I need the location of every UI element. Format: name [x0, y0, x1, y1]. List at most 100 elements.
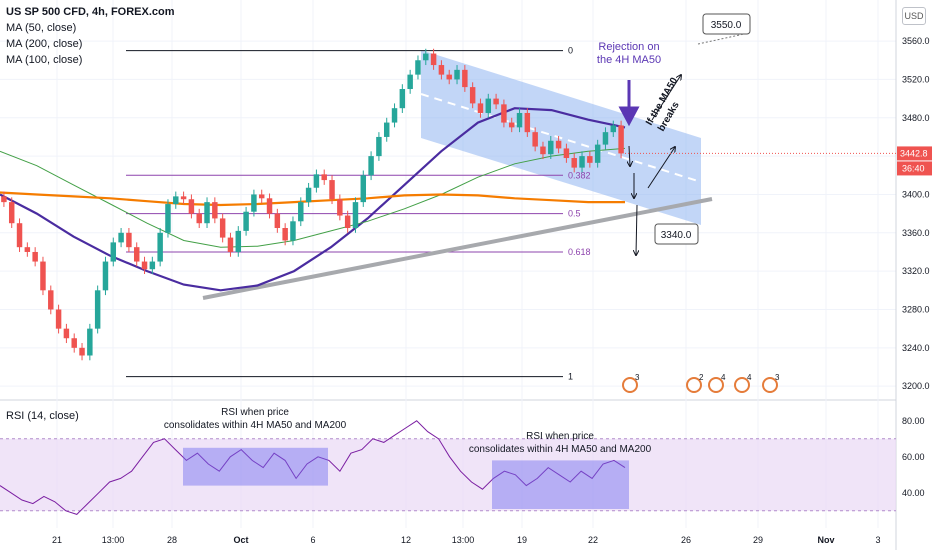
target-up-box — [702, 13, 751, 35]
candle-65 — [508, 117, 515, 133]
rsi-tick-0: 40.00 — [902, 488, 925, 498]
fib-label-0: 0 — [568, 46, 573, 56]
legend-ma50[interactable]: MA (50, close) — [6, 22, 77, 34]
candle-48 — [376, 132, 382, 161]
trend-line — [202, 197, 713, 300]
x-tick-0: 21 — [52, 535, 62, 545]
candle-11 — [87, 323, 93, 361]
candle-1 — [8, 197, 15, 229]
candle-20 — [157, 228, 163, 267]
x-tick-12: 3 — [875, 535, 880, 545]
candle-37 — [290, 216, 296, 246]
y-tick-1: 3240.0 — [902, 343, 930, 353]
candle-47 — [368, 151, 374, 181]
candle-75 — [587, 151, 593, 168]
rsi-box-1 — [183, 447, 328, 486]
candle-66 — [516, 108, 523, 133]
candle-57 — [446, 69, 452, 85]
rsi-tick-2: 80.00 — [902, 416, 925, 426]
candle-3 — [24, 242, 31, 257]
candle-76 — [594, 139, 601, 168]
y-tick-2: 3280.0 — [902, 304, 930, 314]
last-price-text: 3442.8 — [900, 148, 928, 158]
candle-12 — [94, 285, 101, 334]
currency-button[interactable]: USD — [902, 7, 926, 25]
fib-label-3: 0.618 — [568, 247, 591, 257]
target-up-connector — [697, 33, 745, 45]
candle-43 — [337, 194, 343, 221]
rsi-note-1-line2: consolidates within 4H MA50 and MA200 — [164, 420, 347, 431]
target-down-text: 3340.0 — [661, 230, 692, 241]
candle-27 — [212, 197, 218, 224]
arrow-down-long — [636, 204, 637, 255]
candle-33 — [258, 189, 265, 204]
candle-72 — [563, 143, 570, 163]
last-price-badge — [897, 146, 932, 161]
candle-55 — [430, 48, 437, 70]
x-tick-1: 13:00 — [102, 535, 125, 545]
fib-label-2: 0.5 — [568, 209, 581, 219]
candle-25 — [196, 208, 202, 229]
rsi-tick-1: 60.00 — [902, 452, 925, 462]
candle-21 — [165, 199, 171, 238]
candle-53 — [415, 55, 421, 80]
rsi-note-2-line2: consolidates within 4H MA50 and MA200 — [469, 444, 652, 455]
candle-64 — [501, 99, 507, 128]
x-tick-10: 29 — [753, 535, 763, 545]
x-tick-11: Nov — [817, 535, 834, 545]
candle-61 — [477, 98, 484, 118]
candle-30 — [235, 226, 242, 257]
y-tick-8: 3520.0 — [902, 74, 930, 84]
candle-26 — [204, 197, 210, 229]
x-tick-7: 19 — [517, 535, 527, 545]
candle-5 — [40, 256, 46, 296]
candle-46 — [360, 170, 367, 207]
candles — [1, 48, 624, 361]
rsi-note-2-line1: RSI when price — [526, 431, 594, 442]
channel-midline — [420, 93, 702, 183]
candle-15 — [118, 228, 124, 248]
candle-60 — [469, 82, 476, 109]
ma-line-2 — [0, 191, 625, 207]
x-tick-8: 22 — [588, 535, 598, 545]
event-icon-0 — [622, 377, 638, 393]
event-icon-1 — [686, 377, 702, 393]
candle-73 — [571, 153, 577, 173]
x-tick-6: 13:00 — [452, 535, 475, 545]
rsi-line — [0, 420, 626, 515]
candle-77 — [602, 127, 609, 150]
candle-45 — [352, 197, 359, 233]
candle-78 — [610, 120, 617, 137]
event-count-0: 3 — [635, 373, 640, 382]
candle-39 — [305, 182, 312, 207]
rejection-arrow — [618, 80, 640, 127]
event-icons[interactable]: 3 2 4 4 3 — [622, 373, 780, 393]
candle-2 — [16, 218, 23, 252]
rsi-note-1-line1: RSI when price — [221, 407, 289, 418]
candle-79 — [618, 120, 624, 159]
legend-ma100[interactable]: MA (100, close) — [6, 54, 83, 66]
candle-56 — [438, 60, 445, 80]
candle-62 — [485, 93, 492, 118]
candle-29 — [227, 232, 234, 257]
candle-58 — [454, 65, 460, 85]
candle-14 — [110, 237, 117, 267]
rsi-title[interactable]: RSI (14, close) — [6, 410, 79, 422]
event-count-4: 3 — [775, 373, 780, 382]
candle-36 — [282, 223, 288, 246]
moving-averages — [0, 107, 626, 292]
fib-label-1: 0.382 — [568, 170, 591, 180]
event-icon-2 — [708, 377, 724, 393]
candle-59 — [462, 65, 468, 92]
candle-24 — [188, 194, 195, 219]
candle-22 — [173, 191, 179, 209]
legend-ma200[interactable]: MA (200, close) — [6, 38, 83, 50]
candle-16 — [126, 228, 132, 252]
candle-40 — [313, 169, 320, 193]
candle-44 — [344, 210, 351, 233]
price-axis: 3200.03240.03280.03320.03360.03400.03440… — [52, 36, 932, 545]
timer-badge — [897, 161, 932, 176]
rsi-polyline — [0, 420, 626, 515]
candle-7 — [55, 304, 62, 334]
